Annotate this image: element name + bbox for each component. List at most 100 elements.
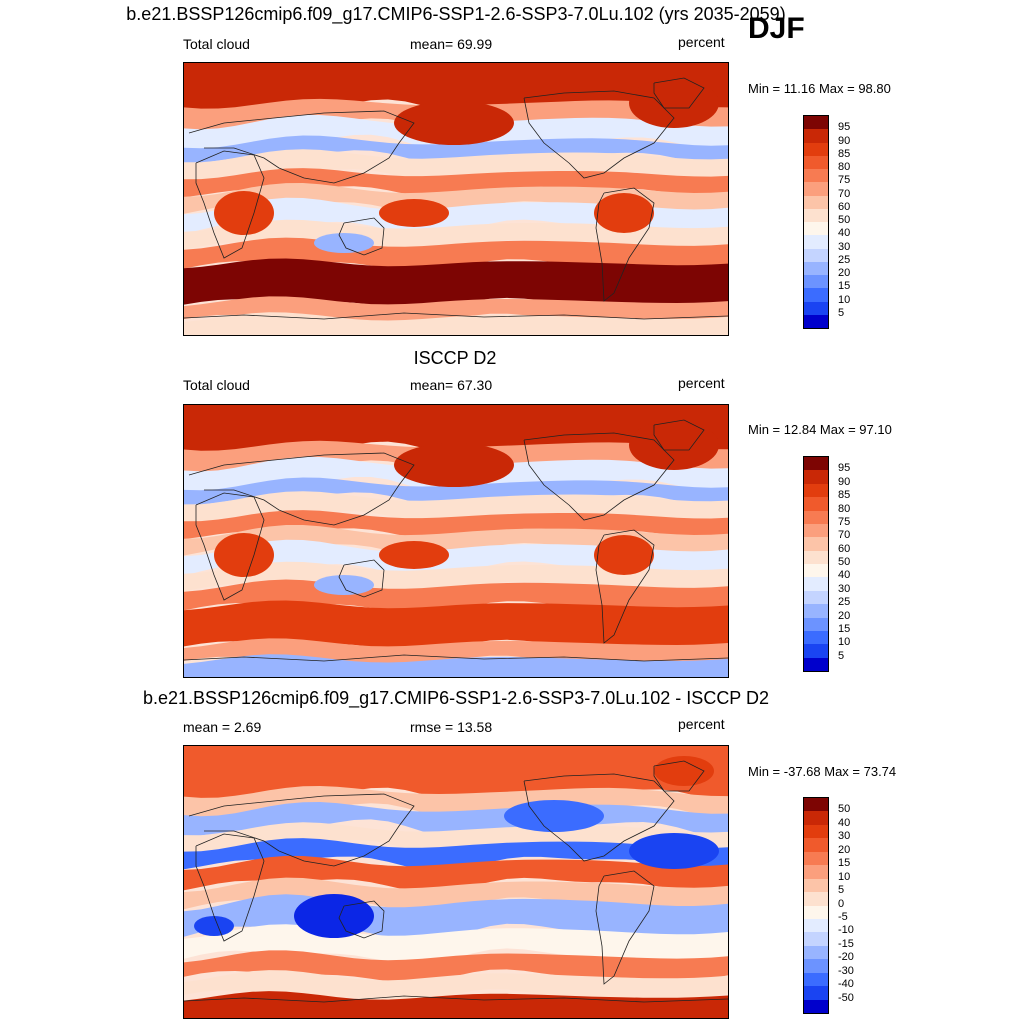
coastline: [653, 419, 705, 451]
colorbar-segment: [804, 932, 828, 946]
colorbar-segment: [804, 972, 828, 987]
colorbar-tick-label: 70: [838, 529, 851, 542]
colorbar-tick-label: 10: [838, 636, 851, 649]
colorbar-tick-label: 80: [838, 161, 851, 173]
colorbar-segment: [804, 510, 828, 524]
colorbar-tick-label: 10: [838, 870, 851, 883]
contour-band: [184, 135, 728, 166]
colorbar-tick-label: -30: [838, 964, 854, 977]
contour-blob: [394, 101, 514, 145]
panel2-units-label: percent: [678, 375, 725, 391]
contour-blob: [394, 443, 514, 487]
colorbar-segment: [804, 824, 828, 839]
colorbar-tick-label: 0: [838, 897, 845, 910]
panel1-map: [183, 62, 729, 336]
colorbar-segment: [804, 604, 828, 618]
contour-band: [184, 149, 728, 184]
contour-band: [184, 838, 728, 871]
colorbar-tick-label: 15: [838, 857, 851, 870]
colorbar-tick-label: 95: [838, 121, 851, 134]
colorbar-tick-label: 25: [838, 596, 851, 609]
colorbar-tick-label: -10: [838, 924, 854, 937]
colorbar-tick-label: 20: [838, 843, 851, 856]
colorbar-tick-label: 5: [838, 649, 845, 662]
colorbar-tick-label: 50: [838, 803, 851, 816]
coastline: [523, 773, 675, 862]
panel3-minmax: Min = -37.68 Max = 73.74: [748, 764, 897, 779]
colorbar-tick-label: 90: [838, 475, 851, 488]
colorbar-segment: [804, 959, 828, 973]
panel2-minmax: Min = 12.84 Max = 97.10: [748, 422, 892, 437]
colorbar-tick-label: 20: [838, 267, 851, 279]
panel3-contour-field: [184, 746, 728, 1018]
panel3-title: b.e21.BSSP126cmip6.f09_g17.CMIP6-SSP1-2.…: [142, 688, 770, 708]
contour-band: [184, 786, 728, 820]
panel1-contour-field: [184, 63, 728, 335]
colorbar-segment: [804, 457, 828, 471]
panel1-left-label: Total cloud: [183, 36, 250, 52]
contour-blob: [654, 756, 714, 786]
contour-band: [184, 654, 728, 677]
panel3-units-label: percent: [678, 716, 725, 732]
panel1-title: b.e21.BSSP126cmip6.f09_g17.CMIP6-SSP1-2.…: [126, 4, 786, 24]
contour-band: [184, 970, 728, 1003]
colorbar-segment: [804, 550, 828, 564]
contour-band: [184, 258, 728, 309]
colorbar-segment: [804, 564, 828, 578]
contour-band: [184, 477, 728, 508]
contour-blob: [379, 199, 449, 227]
colorbar-segment: [804, 261, 828, 275]
contour-blob: [629, 420, 719, 470]
coastline: [188, 452, 415, 526]
contour-blob: [629, 833, 719, 869]
contour-band: [184, 950, 728, 983]
colorbar-tick-label: 10: [838, 293, 851, 306]
colorbar-tick-label: -40: [838, 978, 854, 991]
colorbar-segment: [804, 865, 828, 879]
colorbar-segment: [804, 129, 828, 143]
contour-band: [184, 219, 728, 253]
coastline: [338, 900, 385, 939]
contour-band: [184, 855, 728, 893]
colorbar-segment: [804, 878, 828, 893]
panel2-map: [183, 404, 729, 678]
colorbar-tick-label: 75: [838, 515, 851, 528]
colorbar-tick-label: 30: [838, 582, 851, 595]
colorbar-segment: [804, 235, 828, 249]
colorbar-segment: [804, 182, 828, 196]
coastline: [653, 760, 705, 792]
colorbar-segment: [804, 577, 828, 591]
colorbar-segment: [804, 483, 828, 498]
coastline: [184, 312, 728, 320]
colorbar-tick-label: 80: [838, 502, 851, 515]
colorbar-segment: [804, 811, 828, 825]
colorbar-tick-label: 25: [838, 253, 851, 266]
colorbar-segment: [804, 314, 828, 328]
colorbar-segment: [804, 142, 828, 156]
coastline: [338, 217, 385, 256]
colorbar-segment: [804, 617, 828, 631]
colorbar-tick-label: 40: [838, 569, 851, 582]
contour-blob: [379, 541, 449, 569]
colorbar-segment: [804, 155, 828, 169]
contour-band: [184, 822, 728, 855]
contour-band: [184, 197, 728, 238]
coastline: [195, 833, 265, 942]
contour-blob: [594, 193, 654, 233]
colorbar-segment: [804, 838, 828, 852]
coastline: [184, 654, 728, 662]
colorbar-segment: [804, 999, 828, 1013]
colorbar-tick-label: 40: [838, 816, 851, 829]
panel3-colorbar: [803, 797, 829, 1014]
colorbar-segment: [804, 986, 828, 1000]
contour-blob: [594, 535, 654, 575]
season-label: DJF: [748, 12, 805, 45]
contour-band: [184, 991, 728, 1018]
contour-band: [184, 600, 728, 651]
contour-band: [184, 539, 728, 580]
colorbar-tick-label: 5: [838, 884, 845, 897]
colorbar-tick-label: 60: [838, 542, 851, 555]
contour-band: [184, 491, 728, 526]
panel1-colorbar: [803, 115, 829, 329]
colorbar-segment: [804, 301, 828, 315]
